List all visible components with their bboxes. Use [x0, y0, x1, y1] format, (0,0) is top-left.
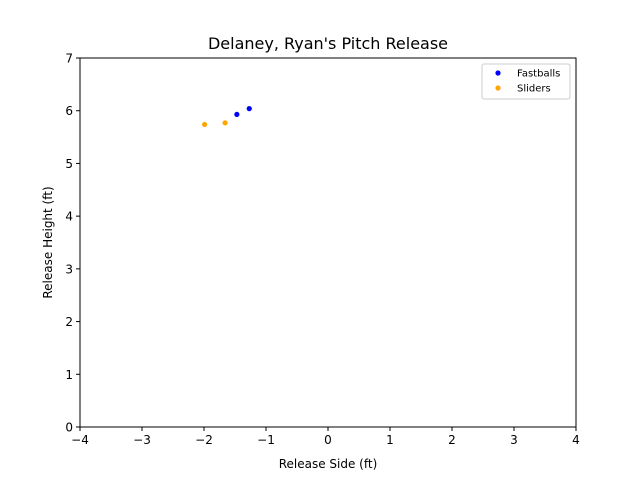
data-points [202, 106, 252, 128]
y-tick-label: 4 [65, 210, 73, 224]
fastball-point [234, 111, 240, 118]
x-tick-label: 2 [448, 433, 456, 447]
x-tick-label: −2 [195, 433, 213, 447]
legend-marker [495, 70, 501, 76]
legend-label: Fastballs [517, 69, 560, 80]
x-tick-label: 4 [572, 433, 580, 447]
y-axis-label: Release Height (ft) [41, 186, 55, 298]
x-tick-label: 0 [324, 433, 332, 447]
x-tick-label: 1 [386, 433, 394, 447]
y-tick-label: 3 [65, 262, 73, 276]
slider-point [222, 120, 228, 126]
chart-title: Delaney, Ryan's Pitch Release [208, 34, 448, 53]
y-tick-label: 6 [65, 104, 73, 118]
fastball-point [246, 106, 252, 112]
y-tick-label: 0 [65, 421, 73, 435]
slider-point [202, 121, 208, 128]
x-tick-label: −4 [71, 433, 89, 447]
legend-box [481, 63, 571, 100]
axis-ticks: −4 −3 −2 −1 0 1 2 3 4 0 1 2 3 4 5 6 7 [65, 52, 579, 448]
x-tick-label: 3 [510, 433, 518, 447]
y-tick-label: 2 [65, 315, 73, 329]
x-tick-label: −3 [133, 433, 151, 447]
x-tick-label: −1 [257, 433, 275, 447]
legend: Fastballs Sliders [481, 63, 571, 100]
legend-marker [495, 85, 501, 91]
y-tick-label: 1 [65, 368, 73, 382]
x-axis-label: Release Side (ft) [279, 457, 378, 471]
plot-frame [79, 57, 577, 428]
y-tick-label: 5 [65, 157, 73, 171]
legend-label: Sliders [517, 84, 551, 95]
y-tick-label: 7 [65, 52, 73, 66]
